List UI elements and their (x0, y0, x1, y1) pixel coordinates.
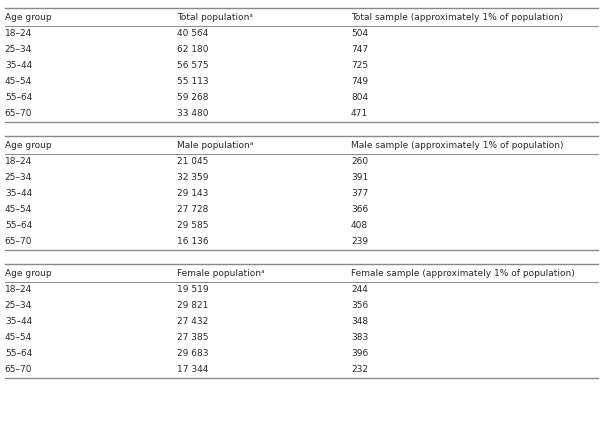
Text: 32 359: 32 359 (177, 173, 209, 183)
Text: 25–34: 25–34 (5, 45, 32, 55)
Text: 396: 396 (351, 350, 368, 359)
Text: 16 136: 16 136 (177, 238, 209, 247)
Text: 25–34: 25–34 (5, 173, 32, 183)
Text: Age group: Age group (5, 269, 52, 277)
Text: Age group: Age group (5, 12, 52, 22)
Text: 29 683: 29 683 (177, 350, 209, 359)
Text: Male populationᵃ: Male populationᵃ (177, 141, 253, 149)
Text: 25–34: 25–34 (5, 302, 32, 310)
Text: 35–44: 35–44 (5, 190, 32, 198)
Text: 45–54: 45–54 (5, 333, 32, 343)
Text: 244: 244 (351, 285, 368, 295)
Text: 377: 377 (351, 190, 368, 198)
Text: 35–44: 35–44 (5, 61, 32, 71)
Text: 366: 366 (351, 206, 368, 214)
Text: 260: 260 (351, 157, 368, 167)
Text: 391: 391 (351, 173, 368, 183)
Text: 804: 804 (351, 93, 368, 102)
Text: 55–64: 55–64 (5, 221, 32, 231)
Text: 29 821: 29 821 (177, 302, 208, 310)
Text: 19 519: 19 519 (177, 285, 209, 295)
Text: 18–24: 18–24 (5, 30, 32, 38)
Text: 55–64: 55–64 (5, 350, 32, 359)
Text: 55 113: 55 113 (177, 78, 209, 86)
Text: Female sample (approximately 1% of population): Female sample (approximately 1% of popul… (351, 269, 575, 277)
Text: 29 585: 29 585 (177, 221, 209, 231)
Text: 56 575: 56 575 (177, 61, 209, 71)
Text: 33 480: 33 480 (177, 109, 209, 119)
Text: 40 564: 40 564 (177, 30, 208, 38)
Text: Male sample (approximately 1% of population): Male sample (approximately 1% of populat… (351, 141, 563, 149)
Text: 45–54: 45–54 (5, 78, 32, 86)
Text: 408: 408 (351, 221, 368, 231)
Text: 29 143: 29 143 (177, 190, 208, 198)
Text: 65–70: 65–70 (5, 238, 32, 247)
Text: 232: 232 (351, 366, 368, 374)
Text: 239: 239 (351, 238, 368, 247)
Text: 18–24: 18–24 (5, 157, 32, 167)
Text: 725: 725 (351, 61, 368, 71)
Text: 59 268: 59 268 (177, 93, 209, 102)
Text: 504: 504 (351, 30, 368, 38)
Text: 45–54: 45–54 (5, 206, 32, 214)
Text: 18–24: 18–24 (5, 285, 32, 295)
Text: 17 344: 17 344 (177, 366, 208, 374)
Text: 65–70: 65–70 (5, 109, 32, 119)
Text: 27 432: 27 432 (177, 318, 208, 326)
Text: Total populationᵃ: Total populationᵃ (177, 12, 253, 22)
Text: Female populationᵃ: Female populationᵃ (177, 269, 265, 277)
Text: 348: 348 (351, 318, 368, 326)
Text: 35–44: 35–44 (5, 318, 32, 326)
Text: 27 728: 27 728 (177, 206, 208, 214)
Text: 55–64: 55–64 (5, 93, 32, 102)
Text: Age group: Age group (5, 141, 52, 149)
Text: 27 385: 27 385 (177, 333, 209, 343)
Text: Total sample (approximately 1% of population): Total sample (approximately 1% of popula… (351, 12, 563, 22)
Text: 383: 383 (351, 333, 368, 343)
Text: 62 180: 62 180 (177, 45, 209, 55)
Text: 747: 747 (351, 45, 368, 55)
Text: 471: 471 (351, 109, 368, 119)
Text: 65–70: 65–70 (5, 366, 32, 374)
Text: 749: 749 (351, 78, 368, 86)
Text: 356: 356 (351, 302, 368, 310)
Text: 21 045: 21 045 (177, 157, 208, 167)
